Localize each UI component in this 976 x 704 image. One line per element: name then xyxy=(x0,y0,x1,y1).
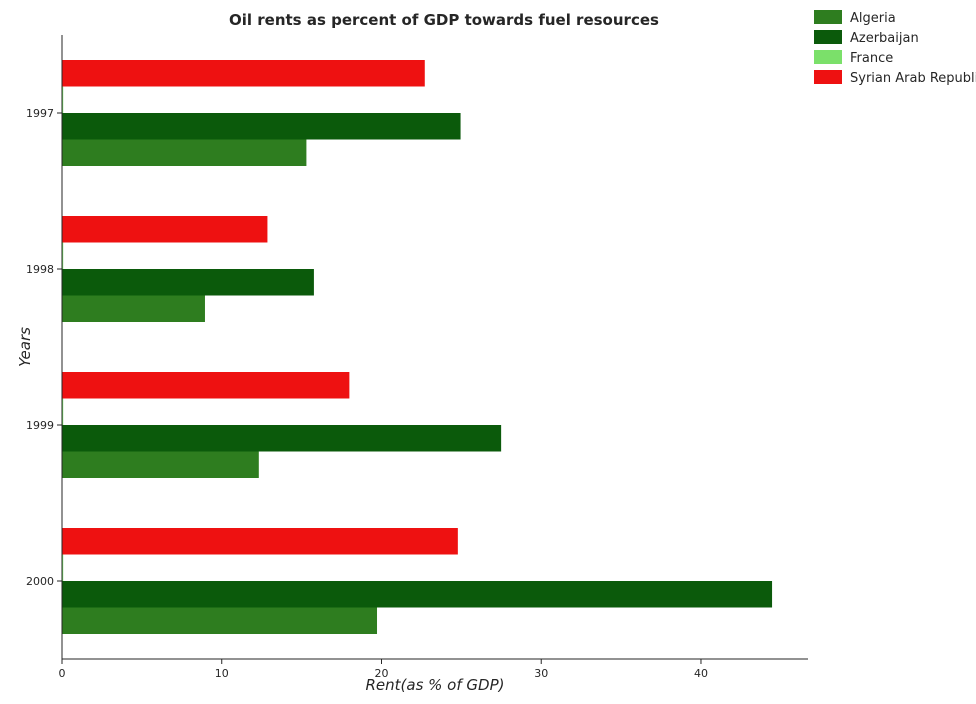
y-ticks: 1997 1998 1999 2000 xyxy=(26,107,62,588)
legend-swatch-syrian-arab-republic xyxy=(814,70,842,84)
bar-france-1997 xyxy=(62,86,64,113)
bar-syrian-arab-republic-1997 xyxy=(62,60,425,87)
legend-label-algeria: Algeria xyxy=(850,11,896,26)
x-tick-label: 40 xyxy=(694,667,708,680)
y-axis-label: Years xyxy=(16,327,34,367)
y-tick-label: 2000 xyxy=(26,575,54,588)
chart-title: Oil rents as percent of GDP towards fuel… xyxy=(229,11,659,29)
y-tick-label: 1998 xyxy=(26,263,54,276)
bar-algeria-1997 xyxy=(62,139,307,166)
x-ticks: 0 10 20 30 40 xyxy=(59,659,708,680)
bar-azerbaijan-1997 xyxy=(62,113,461,140)
bar-syrian-arab-republic-2000 xyxy=(62,528,458,555)
bar-algeria-2000 xyxy=(62,607,378,634)
bar-algeria-1999 xyxy=(62,451,259,478)
y-tick-label: 1997 xyxy=(26,107,54,120)
legend-label-france: France xyxy=(850,51,893,66)
bar-algeria-1998 xyxy=(62,295,205,322)
bar-azerbaijan-1999 xyxy=(62,425,502,452)
legend-swatch-azerbaijan xyxy=(814,30,842,44)
bar-france-1999 xyxy=(62,398,64,425)
x-tick-label: 10 xyxy=(215,667,229,680)
legend-swatch-algeria xyxy=(814,10,842,24)
x-tick-label: 20 xyxy=(374,667,388,680)
x-tick-label: 30 xyxy=(534,667,548,680)
bar-azerbaijan-1998 xyxy=(62,269,314,296)
legend: Algeria Azerbaijan France Syrian Arab Repub… xyxy=(814,10,976,86)
bar-syrian-arab-republic-1999 xyxy=(62,372,350,399)
legend-label-azerbaijan: Azerbaijan xyxy=(850,31,919,46)
bar-france-2000 xyxy=(62,554,64,581)
bar-france-1998 xyxy=(62,242,64,269)
bars-layer xyxy=(62,60,773,634)
x-tick-label: 0 xyxy=(59,667,66,680)
bar-azerbaijan-2000 xyxy=(62,581,773,608)
y-tick-label: 1999 xyxy=(26,419,54,432)
bar-syrian-arab-republic-1998 xyxy=(62,216,268,243)
legend-label-syrian-arab-republic: Syrian Arab Republic xyxy=(850,71,976,86)
x-axis-label: Rent(as % of GDP) xyxy=(366,676,505,694)
legend-swatch-france xyxy=(814,50,842,64)
